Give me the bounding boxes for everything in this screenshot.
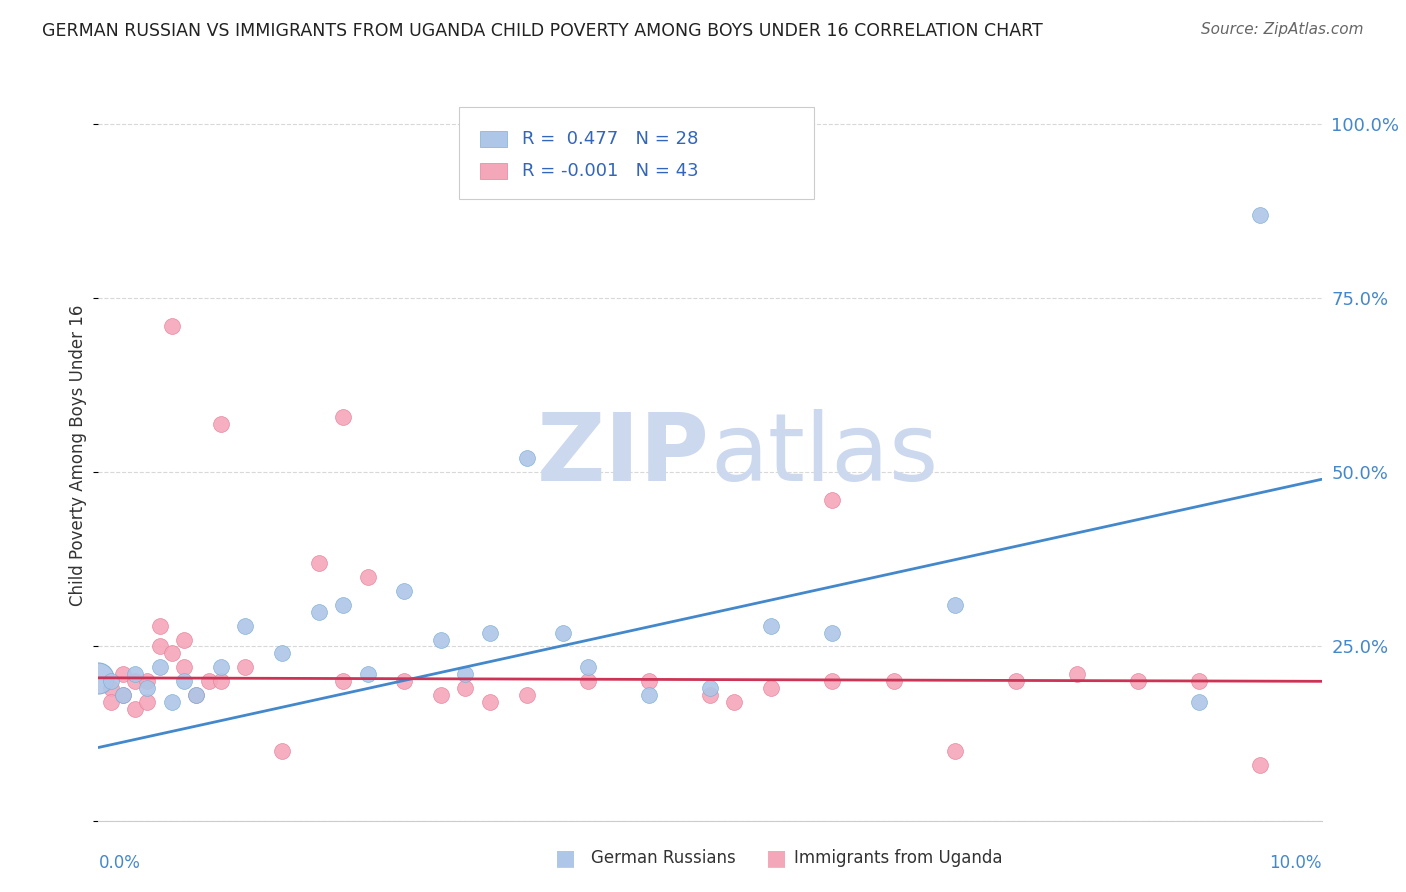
Point [209,660,232,674]
Point [332,674,354,689]
Point [233,660,256,674]
Point [516,451,538,466]
Point [111,688,134,702]
FancyBboxPatch shape [479,131,508,147]
Point [1249,208,1271,222]
Point [821,493,844,508]
Point [759,618,782,632]
Point [124,702,146,716]
Point [637,688,661,702]
Point [332,409,354,424]
Point [173,632,195,647]
Text: Source: ZipAtlas.com: Source: ZipAtlas.com [1201,22,1364,37]
Text: R =  0.477   N = 28: R = 0.477 N = 28 [522,130,697,148]
Point [392,674,416,689]
Point [197,674,219,689]
Point [87,671,110,685]
Text: GERMAN RUSSIAN VS IMMIGRANTS FROM UGANDA CHILD POVERTY AMONG BOYS UNDER 16 CORRE: GERMAN RUSSIAN VS IMMIGRANTS FROM UGANDA… [42,22,1043,40]
Text: 10.0%: 10.0% [1270,854,1322,871]
Point [149,618,172,632]
Point [111,688,134,702]
Point [516,688,538,702]
Point [699,688,721,702]
Text: R = -0.001   N = 43: R = -0.001 N = 43 [522,162,699,180]
Point [308,605,330,619]
Point [1188,674,1211,689]
Point [100,674,122,689]
Point [124,667,146,681]
Point [173,660,195,674]
Point [136,681,159,696]
Point [270,744,292,758]
Point [136,695,159,709]
Point [553,625,575,640]
Y-axis label: Child Poverty Among Boys Under 16: Child Poverty Among Boys Under 16 [69,304,87,606]
Point [821,625,844,640]
Point [111,667,134,681]
Point [478,625,501,640]
Point [723,695,745,709]
Point [821,674,844,689]
Point [332,598,354,612]
Point [392,583,416,598]
Point [233,618,256,632]
Point [160,647,183,661]
Text: ■: ■ [555,848,576,868]
Point [160,319,183,334]
Point [1066,667,1088,681]
Point [883,674,905,689]
FancyBboxPatch shape [479,163,508,179]
FancyBboxPatch shape [460,108,814,199]
Point [160,695,183,709]
Point [1188,695,1211,709]
Point [186,688,208,702]
Point [576,660,599,674]
Point [943,744,966,758]
Point [100,681,122,696]
Point [136,674,159,689]
Point [356,570,378,584]
Point [209,674,232,689]
Text: ■: ■ [766,848,787,868]
Text: atlas: atlas [710,409,938,501]
Point [209,417,232,431]
Point [100,695,122,709]
Point [637,674,661,689]
Point [478,695,501,709]
Text: German Russians: German Russians [591,849,735,867]
Point [270,647,292,661]
Text: 0.0%: 0.0% [98,854,141,871]
Point [308,556,330,570]
Point [576,674,599,689]
Point [1128,674,1150,689]
Text: ZIP: ZIP [537,409,710,501]
Point [356,667,378,681]
Point [149,640,172,654]
Point [699,681,721,696]
Point [124,674,146,689]
Point [430,688,453,702]
Point [173,674,195,689]
Point [943,598,966,612]
Point [1004,674,1026,689]
Text: Immigrants from Uganda: Immigrants from Uganda [794,849,1002,867]
Point [454,667,477,681]
Point [1249,758,1271,772]
Point [454,681,477,696]
Point [430,632,453,647]
Point [186,688,208,702]
Point [149,660,172,674]
Point [759,681,782,696]
